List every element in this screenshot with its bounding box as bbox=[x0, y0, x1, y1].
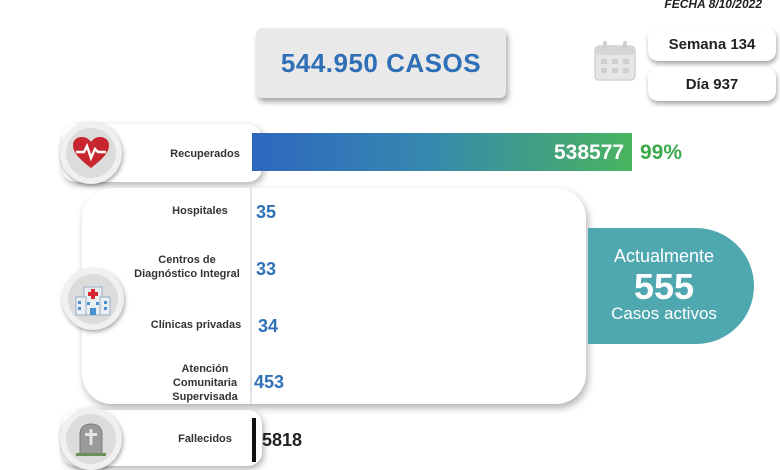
deceased-label: Fallecidos bbox=[178, 433, 232, 445]
hospitals-value: 35 bbox=[256, 202, 277, 222]
hospital-icon-circle bbox=[62, 268, 124, 330]
treatment-divider bbox=[250, 188, 252, 404]
day-badge: Día 937 bbox=[648, 67, 776, 101]
private-clinics-label: Clínicas privadas bbox=[150, 319, 242, 331]
recovered-value: 538577 bbox=[554, 141, 625, 164]
recovered-percent: 99% bbox=[640, 141, 683, 164]
total-cases-text: 544.950 CASOS bbox=[280, 47, 482, 78]
deceased-bar bbox=[252, 418, 256, 462]
active-cases-value: 555 bbox=[633, 266, 695, 307]
active-cases-box: Actualmente 555 Casos activos bbox=[588, 228, 754, 344]
community-care-label: Atención Comunitaria Supervisada bbox=[172, 363, 238, 403]
active-cases-title: Actualmente bbox=[613, 246, 715, 266]
cdi-value: 33 bbox=[256, 259, 277, 279]
recovered-label: Recuperados bbox=[170, 148, 240, 160]
recovered-icon-circle bbox=[60, 122, 122, 184]
week-badge: Semana 134 bbox=[648, 27, 776, 61]
hospitals-label: Hospitales bbox=[172, 205, 228, 217]
private-clinics-value: 34 bbox=[258, 316, 279, 336]
tombstone-icon bbox=[76, 423, 106, 456]
report-date: FECHA 8/10/2022 bbox=[664, 0, 762, 11]
cdi-label: Centros de Diagnóstico Integral bbox=[134, 254, 240, 280]
hospital-icon bbox=[75, 286, 111, 316]
deceased-value: 5818 bbox=[262, 430, 303, 450]
active-cases-subtitle: Casos activos bbox=[611, 304, 717, 323]
treatment-panel bbox=[82, 188, 586, 404]
heart-pulse-icon bbox=[73, 137, 109, 168]
calendar-icon bbox=[594, 41, 636, 81]
deceased-icon-circle bbox=[60, 408, 122, 470]
recovered-bar bbox=[252, 133, 632, 171]
community-care-value: 453 bbox=[254, 372, 285, 392]
total-cases-box: 544.950 CASOS bbox=[256, 28, 506, 98]
